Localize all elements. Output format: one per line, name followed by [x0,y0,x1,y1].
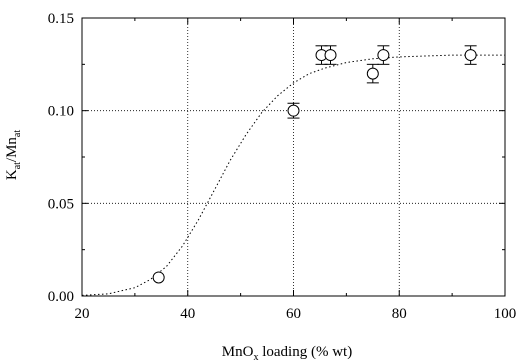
ticks [81,17,506,297]
y-tick-labels: 0.00 0.05 0.10 0.15 [48,11,74,305]
x-tick-label: 80 [392,306,407,322]
data-point [464,45,477,65]
x-tick-labels: 20 40 60 80 100 [75,306,517,322]
point-marker [464,49,477,62]
x-tick-label: 60 [286,306,301,322]
x-tick-label: 100 [494,306,517,322]
y-tick-label: 0.00 [48,289,74,305]
point-marker [366,67,379,80]
data-point [377,45,390,65]
y-tick-label: 0.15 [48,11,74,27]
y-axis-title: Kat/Mnat [4,130,23,181]
data-point [324,45,337,65]
grid [82,18,505,296]
data-points [152,45,477,284]
point-marker [324,49,337,62]
x-tick-label: 40 [180,306,195,322]
x-tick-label: 20 [75,306,90,322]
point-marker [152,271,165,284]
y-tick-label: 0.05 [48,196,74,212]
fit-curve [81,54,505,296]
point-marker [287,104,300,117]
data-point [152,271,165,284]
x-axis-title: MnOx loading (% wt) [222,344,352,363]
data-point [366,63,379,84]
data-point [287,102,300,119]
y-tick-label: 0.10 [48,104,74,120]
point-marker [377,49,390,62]
